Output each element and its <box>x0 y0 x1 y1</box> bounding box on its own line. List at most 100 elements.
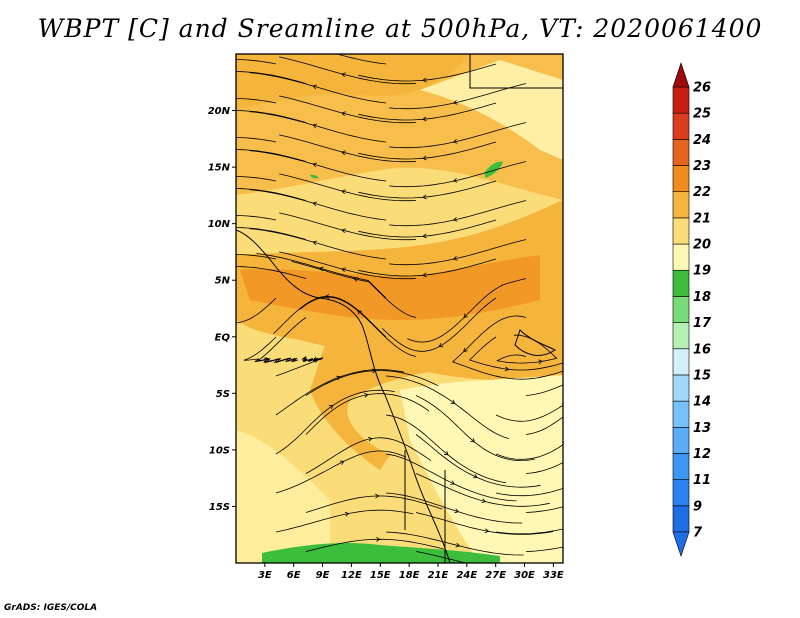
colorbar-label: 12 <box>693 447 711 462</box>
streamline-arrow <box>470 437 475 443</box>
streamline-arrow <box>202 99 206 103</box>
colorbar-label: 16 <box>693 342 711 357</box>
streamline <box>358 258 497 277</box>
streamline <box>279 212 417 241</box>
streamline <box>382 297 497 352</box>
streamline-arrow <box>586 397 590 401</box>
streamline-arrow <box>567 526 571 530</box>
streamline-arrow <box>422 272 427 278</box>
streamline <box>279 134 417 163</box>
streamline <box>249 72 387 104</box>
lon-tick-label: 12E <box>341 570 362 581</box>
streamline <box>389 200 527 227</box>
coastlines-borders <box>236 54 563 563</box>
streamline-arrow <box>444 450 449 456</box>
streamline-arrow <box>422 194 427 200</box>
streamline <box>236 176 277 182</box>
streamline <box>495 370 563 380</box>
streamline-arrow <box>504 366 510 372</box>
streamline <box>305 370 439 396</box>
streamline-arrow <box>367 436 373 442</box>
streamline-arrow <box>363 392 369 398</box>
streamline <box>389 239 527 266</box>
streamline <box>495 404 563 422</box>
streamline-arrow <box>202 177 206 181</box>
lon-tick-label: 24E <box>456 570 477 581</box>
lat-tick-label: 5S <box>216 389 230 400</box>
colorbar-segment <box>672 374 690 402</box>
colorbar-label: 23 <box>693 159 711 174</box>
colorbar-segment <box>672 322 690 350</box>
lon-tick-label: 27E <box>485 570 506 581</box>
colorbar-segment <box>672 191 690 219</box>
streamline-arrow <box>312 201 318 207</box>
colorbar-segment <box>672 296 690 323</box>
streamline <box>358 180 497 199</box>
colorbar-label: 15 <box>693 368 711 383</box>
latitude-axis: 20N 15N 10N 5N EQ 5S 10S 15S <box>208 106 236 513</box>
streamline-arrow <box>263 357 269 362</box>
streamline <box>236 188 307 201</box>
streamline <box>415 434 541 488</box>
streamline <box>236 149 307 162</box>
streamline <box>279 173 417 202</box>
streamline-arrow <box>341 267 346 273</box>
streamline <box>468 336 563 371</box>
streamline-arrow <box>485 565 489 569</box>
streamline <box>385 414 506 484</box>
colorbar-segment <box>672 479 690 507</box>
streamline-arrow <box>438 342 444 348</box>
streamline <box>305 495 443 513</box>
colorbar-segment <box>672 165 690 193</box>
streamline-arrow <box>538 359 543 365</box>
streamline-arrow <box>452 100 458 105</box>
streamline-arrow <box>341 72 346 78</box>
lat-tick-label: 15N <box>208 163 231 174</box>
colorbar-extend-high <box>672 62 690 88</box>
streamline-arrow <box>375 493 380 499</box>
map-frame <box>235 53 564 564</box>
streamline-arrow <box>422 155 427 161</box>
streamline-arrow <box>232 264 236 268</box>
grads-credit: GrADS: IGES/COLA <box>4 603 98 613</box>
colorbar-label: 14 <box>693 395 711 410</box>
streamline <box>236 98 277 104</box>
streamline <box>495 487 563 497</box>
streamline-arrow <box>313 46 317 50</box>
lon-tick-label: 18E <box>399 570 420 581</box>
colorbar-segment <box>672 400 690 428</box>
streamline-arrow <box>422 116 427 122</box>
streamline-arrow <box>463 313 468 319</box>
streamline-arrow <box>344 511 350 517</box>
lat-tick-label: 15S <box>209 502 230 513</box>
colorbar-label: 9 <box>693 499 702 514</box>
streamline <box>415 473 550 507</box>
streamline <box>249 150 387 182</box>
streamline <box>495 528 563 535</box>
lat-tick-label: 20N <box>208 106 231 117</box>
streamline-arrow <box>592 370 596 374</box>
streamline-arrow <box>450 480 456 485</box>
streamline <box>385 453 517 502</box>
streamline <box>358 102 497 121</box>
streamline <box>525 416 563 435</box>
streamline-arrow <box>566 485 570 489</box>
streamline <box>243 336 299 364</box>
streamline-arrow <box>481 498 487 504</box>
streamline-arrow <box>341 228 346 234</box>
streamline-arrow <box>232 186 236 190</box>
streamline-arrow <box>454 508 460 514</box>
colorbar-segment <box>672 269 690 297</box>
streamline-arrow <box>473 473 478 479</box>
colorbar-segment <box>672 86 690 114</box>
colorbar-label: 26 <box>693 81 711 96</box>
streamline-arrow <box>596 537 600 541</box>
lon-tick-label: 33E <box>543 570 564 581</box>
streamline <box>249 228 387 260</box>
streamline <box>451 315 527 378</box>
colorbar-label: 7 <box>693 526 703 541</box>
streamline-arrow <box>312 240 318 246</box>
streamline-arrow <box>232 69 236 73</box>
streamline <box>385 375 510 439</box>
colorbar-segment <box>672 112 690 140</box>
